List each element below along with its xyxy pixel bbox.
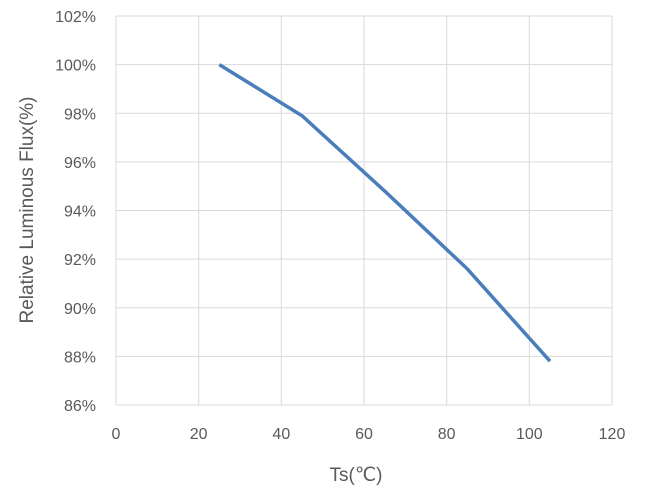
y-tick-label: 92% [64,252,96,269]
y-tick-label: 94% [64,204,96,221]
y-tick-label: 86% [64,398,96,415]
series-line [218,63,552,363]
y-tick-label: 98% [64,106,96,123]
x-tick-label: 60 [355,426,373,443]
x-tick-label: 100 [516,426,543,443]
x-tick-label: 20 [190,426,208,443]
y-tick-label: 90% [64,301,96,318]
x-tick-label: 120 [599,426,626,443]
x-axis-title: Ts(℃) [330,465,383,486]
y-tick-labels: 86% 88% 90% 92% 94% 96% 98% 100% 102% [55,9,96,415]
x-tick-label: 80 [438,426,456,443]
x-tick-label: 0 [112,426,121,443]
y-axis-title: Relative Luminous Flux(%) [17,96,38,323]
y-tick-label: 102% [55,9,96,26]
y-tick-label: 88% [64,349,96,366]
axes [115,16,612,406]
x-tick-label: 40 [272,426,290,443]
series-lines [218,63,552,363]
y-tick-label: 100% [55,58,96,75]
x-tick-labels: 0 20 40 60 80 100 120 [112,426,626,443]
y-tick-label: 96% [64,155,96,172]
